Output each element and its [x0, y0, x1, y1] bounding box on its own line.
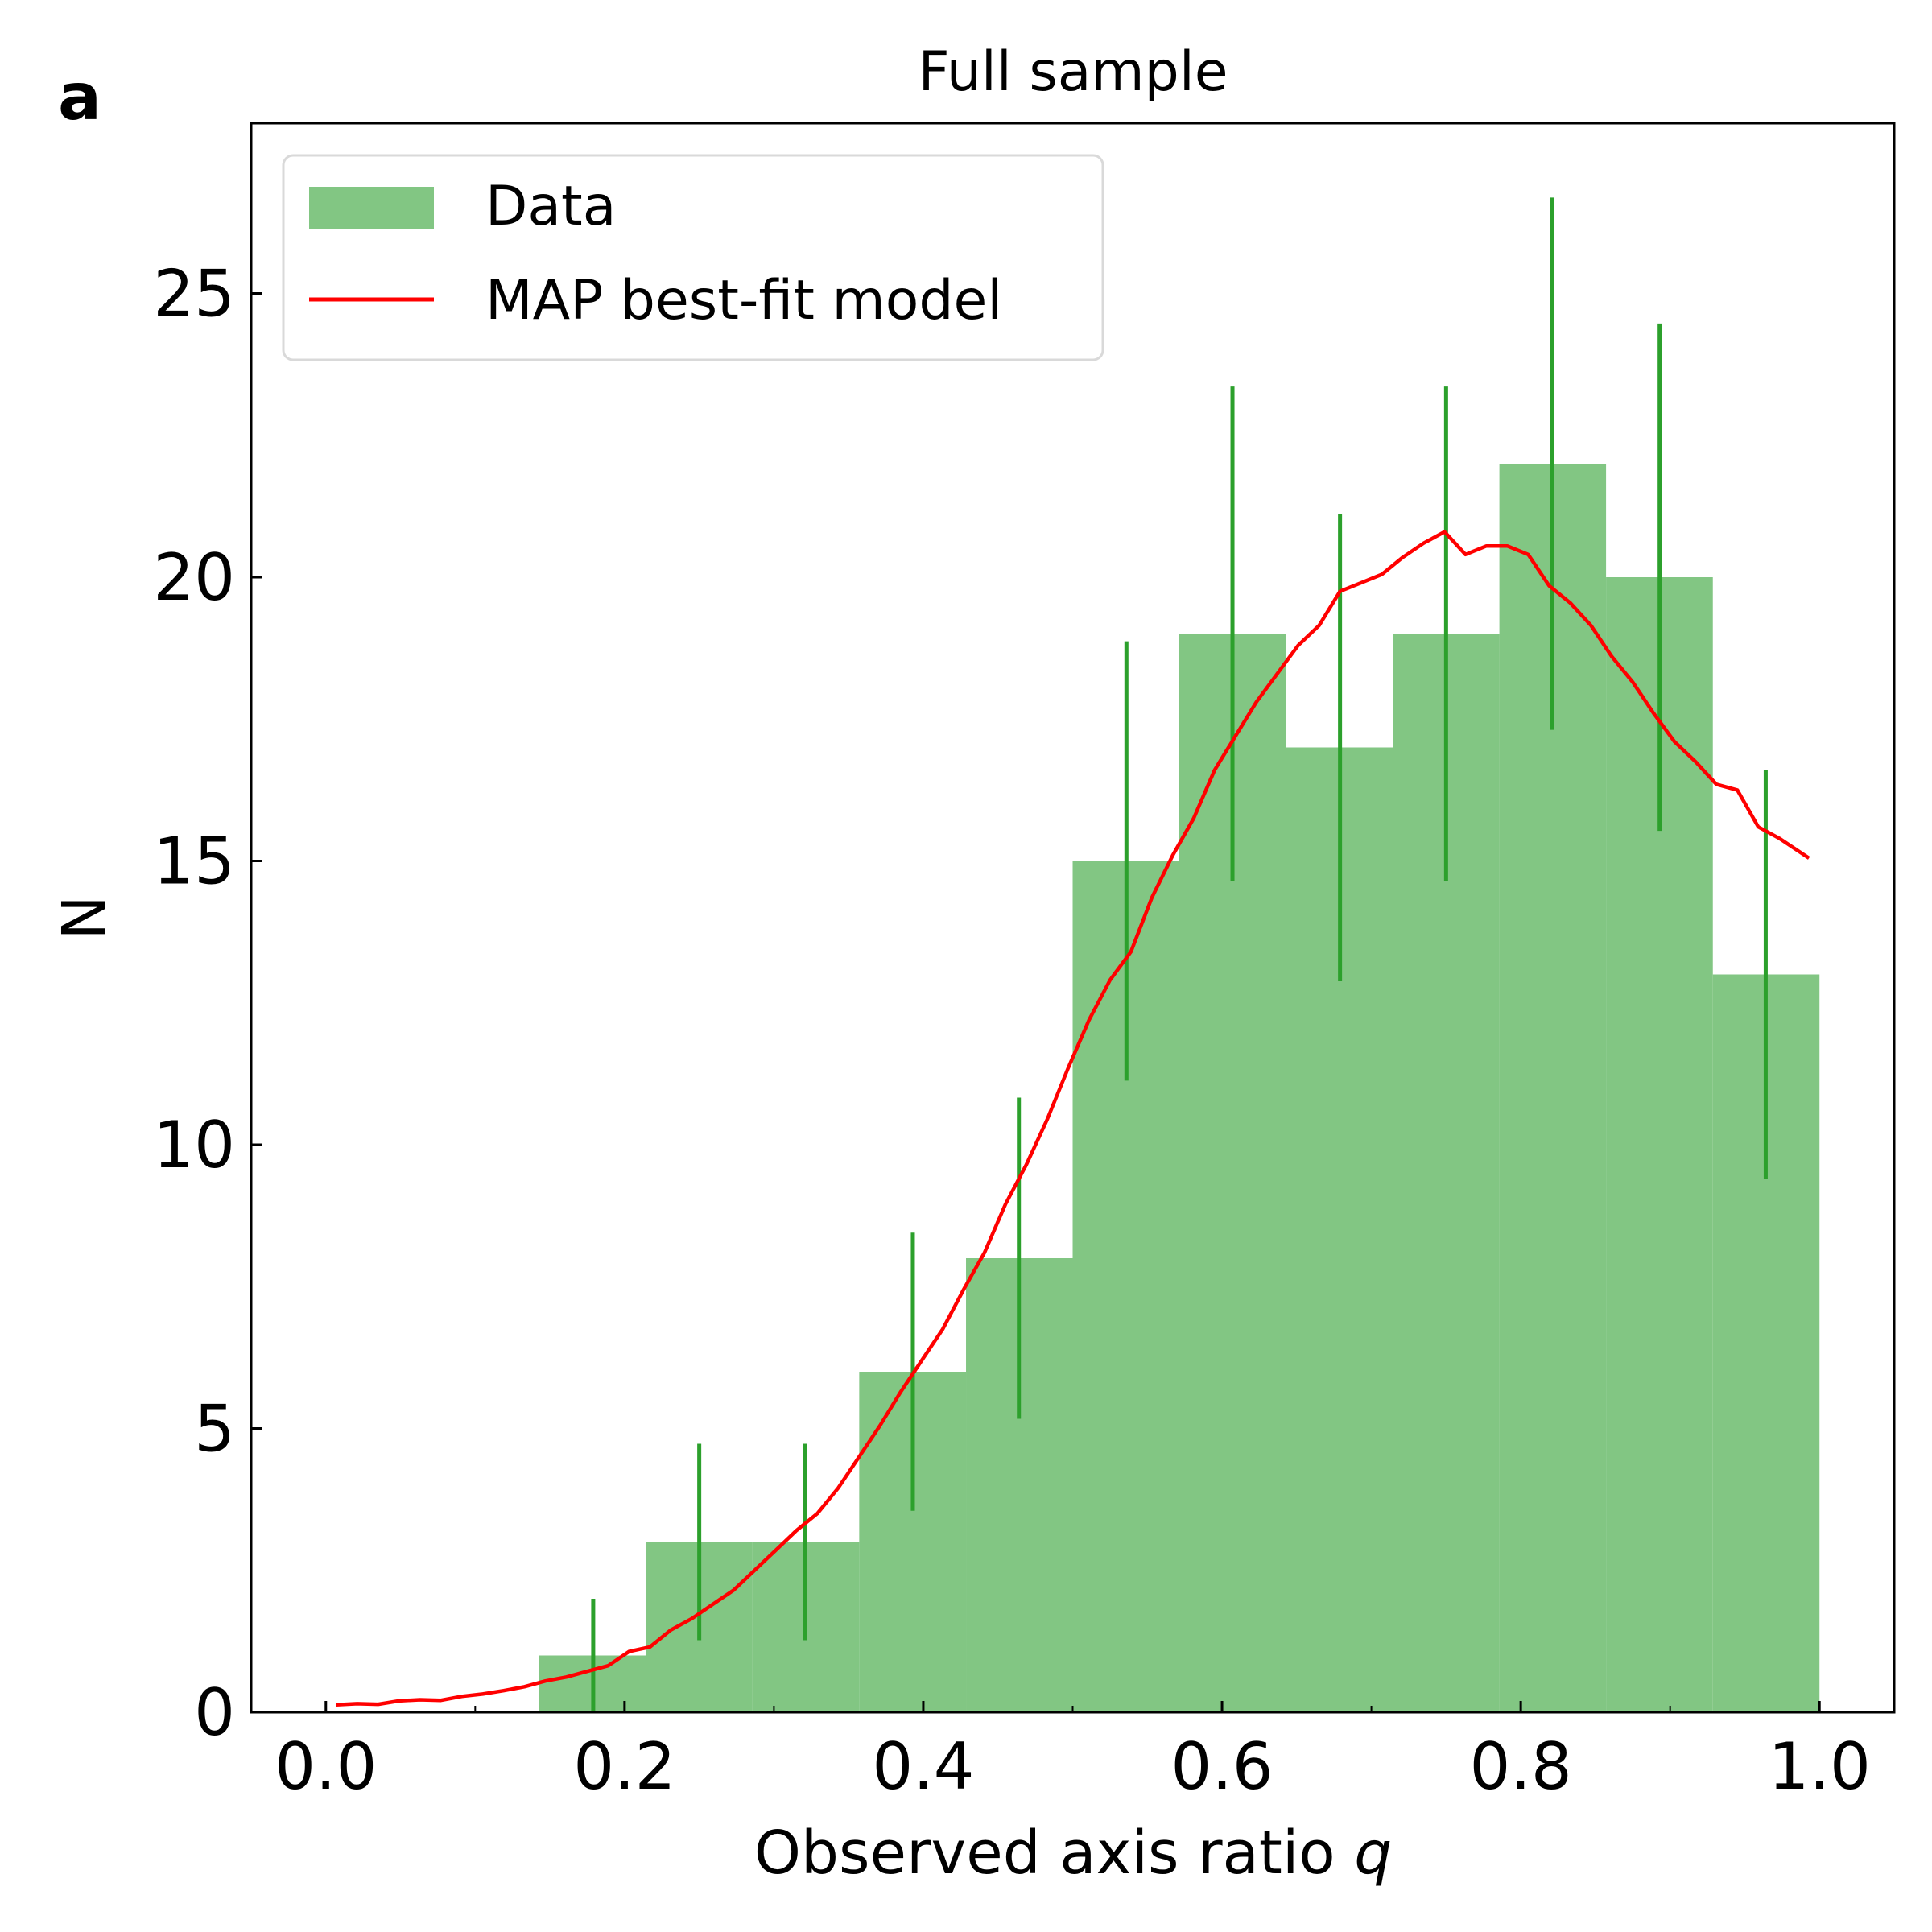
panel-label: a: [58, 60, 101, 134]
x-axis-label-variable: q: [1354, 1818, 1392, 1888]
y-tick-label: 20: [153, 540, 235, 615]
legend-data-swatch: [309, 187, 434, 229]
x-tick-label: 0.4: [872, 1729, 974, 1804]
y-axis-ticks: 0 5 10 15 20 25: [153, 257, 262, 1750]
legend-frame: [282, 154, 1104, 361]
y-tick-label: 0: [194, 1675, 235, 1750]
y-tick-label: 5: [194, 1392, 235, 1467]
x-tick-label: 0.2: [573, 1729, 675, 1804]
x-axis-ticks: 0.0 0.2 0.4 0.6 0.8 1.0: [275, 1701, 1871, 1804]
legend-data-label: Data: [485, 175, 616, 238]
x-tick-label: 1.0: [1769, 1729, 1871, 1804]
x-axis-label: Observed axis ratio q: [754, 1818, 1392, 1888]
y-tick-label: 10: [153, 1108, 235, 1183]
x-axis-label-text: Observed axis ratio: [754, 1818, 1335, 1888]
legend-model-label: MAP best-fit model: [485, 269, 1002, 332]
y-axis-label: N: [50, 895, 119, 939]
model-line: [336, 530, 1810, 1707]
y-tick-label: 25: [153, 257, 235, 332]
y-tick-label: 15: [153, 824, 235, 899]
histogram-bars: [539, 464, 1820, 1712]
chart-title: Full sample: [918, 40, 1228, 104]
error-bars: [591, 197, 1768, 1712]
x-tick-label: 0.0: [275, 1729, 377, 1804]
x-tick-label: 0.8: [1470, 1729, 1572, 1804]
x-tick-label: 0.6: [1170, 1729, 1273, 1804]
legend: Data MAP best-fit model: [282, 154, 1104, 361]
